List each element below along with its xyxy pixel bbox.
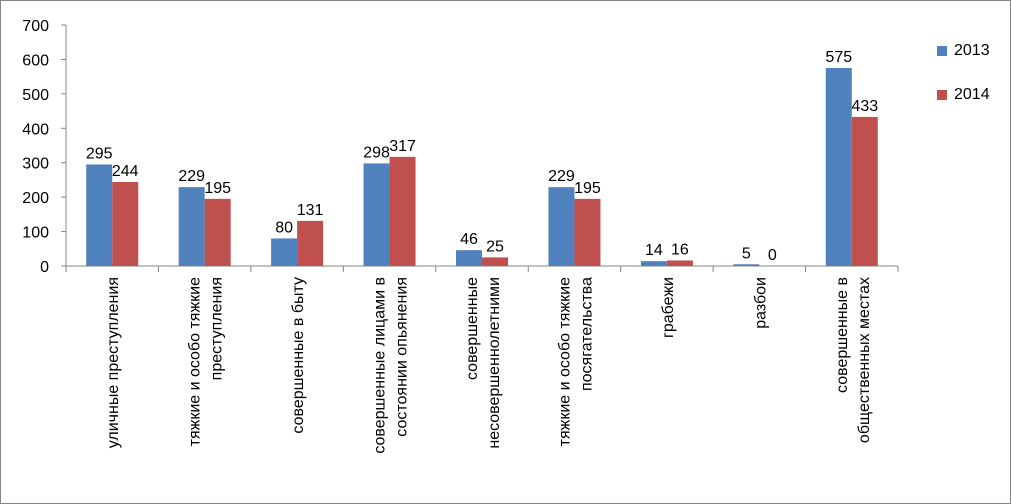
category-label: тяжкие и особо тяжкие преступления bbox=[187, 277, 226, 446]
bar bbox=[851, 116, 878, 266]
data-label: 317 bbox=[389, 138, 416, 155]
category-label: грабежи bbox=[660, 277, 677, 338]
y-tick-label: 700 bbox=[22, 18, 49, 35]
category-labels: уличные преступления тяжкие и особо тяжки… bbox=[105, 277, 873, 454]
category-label-line: преступления bbox=[209, 277, 226, 380]
data-label: 131 bbox=[297, 202, 324, 219]
data-label: 5 bbox=[742, 245, 751, 262]
data-label: 46 bbox=[460, 231, 478, 248]
legend: 2013 2014 bbox=[937, 41, 990, 129]
category-label-line: совершенные в bbox=[834, 277, 851, 393]
category-label: совершенные лицами в состоянии опьянения bbox=[372, 277, 411, 454]
category-label-line: совершенные лицами в bbox=[372, 277, 389, 454]
y-tick-label: 300 bbox=[22, 156, 49, 173]
bar bbox=[666, 260, 693, 266]
bar bbox=[112, 181, 139, 266]
bars bbox=[86, 68, 878, 267]
category-label-line: общественных местах bbox=[856, 277, 873, 443]
y-tick-label: 500 bbox=[22, 87, 49, 104]
y-axis: 0 100 200 300 400 500 600 700 bbox=[22, 18, 67, 276]
data-label: 433 bbox=[851, 98, 878, 115]
data-label: 25 bbox=[486, 238, 504, 255]
data-label: 195 bbox=[204, 180, 231, 197]
category-label-line: разбои bbox=[752, 277, 769, 329]
y-tick-label: 600 bbox=[22, 52, 49, 69]
legend-swatch-2014 bbox=[937, 90, 947, 100]
category-label-line: грабежи bbox=[660, 277, 677, 338]
data-label: 229 bbox=[178, 168, 205, 185]
bar bbox=[389, 156, 416, 266]
bar bbox=[297, 220, 324, 266]
y-tick-label: 200 bbox=[22, 190, 49, 207]
data-label: 0 bbox=[768, 247, 777, 264]
bar bbox=[271, 238, 298, 266]
category-label: совершенные в быту bbox=[290, 277, 307, 434]
category-label-line: несовершеннолетними bbox=[486, 277, 503, 449]
bar bbox=[363, 163, 390, 266]
legend-item-2014: 2014 bbox=[937, 85, 990, 105]
category-label-line: тяжкие и особо тяжкие bbox=[556, 277, 573, 446]
category-label-line: совершенные bbox=[464, 277, 481, 380]
data-label: 298 bbox=[363, 144, 390, 161]
data-label: 195 bbox=[574, 180, 601, 197]
data-label: 575 bbox=[825, 49, 852, 66]
bar bbox=[574, 198, 601, 266]
y-tick-label: 0 bbox=[40, 259, 49, 276]
bar bbox=[548, 187, 575, 266]
bar bbox=[86, 164, 113, 266]
category-label: тяжкие и особо тяжкие посягательства bbox=[556, 277, 595, 446]
category-label: совершенные в общественных местах bbox=[834, 277, 873, 443]
y-tick-label: 100 bbox=[22, 225, 49, 242]
legend-item-2013: 2013 bbox=[937, 41, 990, 61]
bar bbox=[204, 198, 231, 266]
y-tick-label: 400 bbox=[22, 121, 49, 138]
legend-swatch-2013 bbox=[937, 46, 947, 56]
bar bbox=[178, 187, 205, 266]
data-label: 14 bbox=[645, 242, 663, 259]
x-axis bbox=[65, 265, 899, 272]
category-label: разбои bbox=[752, 277, 769, 329]
data-label: 16 bbox=[671, 241, 689, 258]
category-label-line: состоянии опьянения bbox=[394, 277, 411, 437]
bar bbox=[640, 261, 667, 266]
category-label: уличные преступления bbox=[105, 277, 122, 448]
legend-label-2013: 2013 bbox=[954, 42, 990, 59]
bar bbox=[733, 264, 760, 266]
category-label-line: совершенные в быту bbox=[290, 277, 307, 434]
data-label: 229 bbox=[548, 168, 575, 185]
bar bbox=[456, 250, 482, 266]
category-label-line: уличные преступления bbox=[105, 277, 122, 448]
data-label: 244 bbox=[112, 163, 139, 180]
bar bbox=[825, 68, 852, 267]
category-label-line: тяжкие и особо тяжкие bbox=[187, 277, 204, 446]
data-label: 295 bbox=[86, 145, 113, 162]
category-label-line: посягательства bbox=[578, 277, 595, 391]
legend-label-2014: 2014 bbox=[954, 86, 990, 103]
category-label: совершенные несовершеннолетними bbox=[464, 277, 503, 449]
data-label: 80 bbox=[275, 219, 293, 236]
bar bbox=[482, 257, 508, 266]
